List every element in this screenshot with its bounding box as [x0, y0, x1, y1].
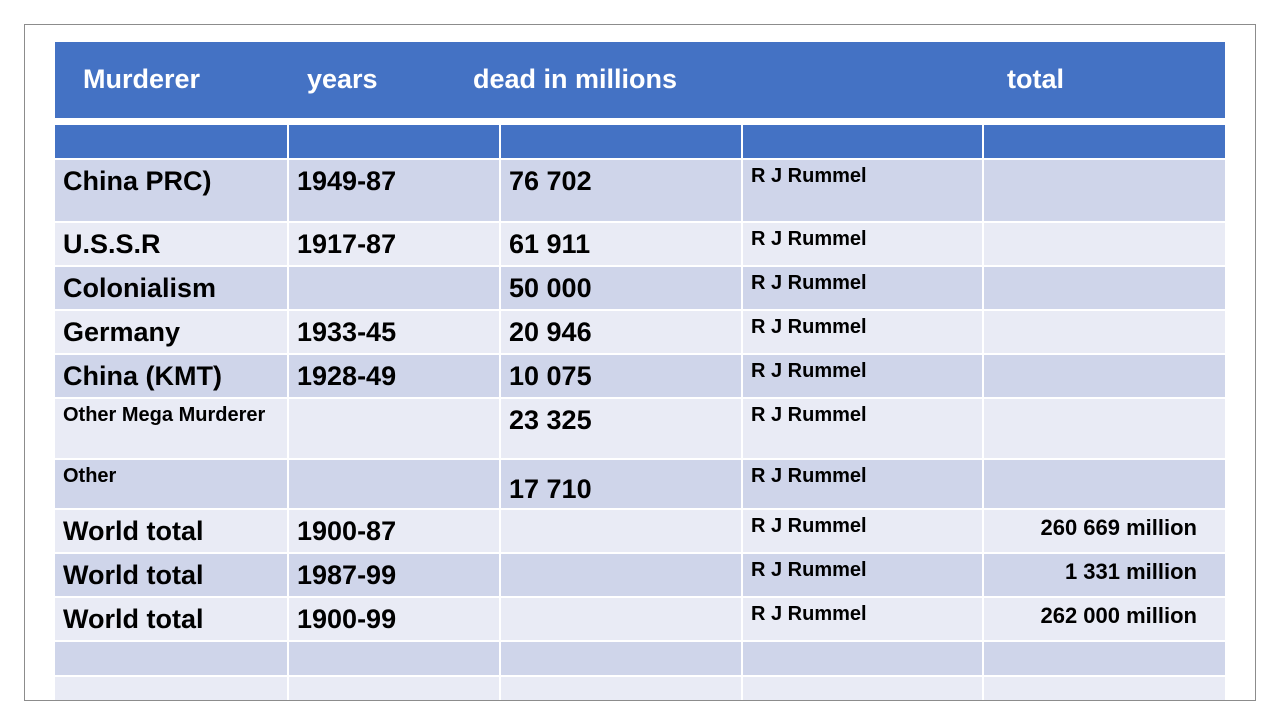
- cell-total: [982, 309, 1225, 354]
- cell-years: 1933-45: [287, 309, 500, 354]
- cell-years: 1900-99: [287, 596, 500, 641]
- table-row-blank: [55, 125, 1225, 159]
- cell-source: R J Rummel: [741, 552, 983, 597]
- cell-source: R J Rummel: [741, 158, 983, 222]
- cell-dead: 23 325: [499, 397, 742, 459]
- table-row-empty: [55, 675, 1225, 700]
- cell-dead: 50 000: [499, 265, 742, 310]
- cell-murderer: Other: [55, 458, 288, 509]
- cell-total: [982, 458, 1225, 509]
- cell-murderer: World total: [55, 508, 288, 553]
- cell-source: R J Rummel: [741, 309, 983, 354]
- cell-dead: 61 911: [499, 221, 742, 266]
- cell-years: [287, 458, 500, 509]
- cell-murderer: Other Mega Murderer: [55, 397, 288, 459]
- cell-total: [982, 221, 1225, 266]
- cell-source: R J Rummel: [741, 221, 983, 266]
- cell-total: [982, 353, 1225, 398]
- cell-murderer: Colonialism: [55, 265, 288, 310]
- header-total: total: [1007, 64, 1064, 94]
- cell-years: [287, 397, 500, 459]
- table-header: Murderer years dead in millions total: [55, 42, 1225, 118]
- table-row: World total 1987-99 R J Rummel 1 331 mil…: [55, 552, 1225, 597]
- cell-source: R J Rummel: [741, 596, 983, 641]
- table-row: China (KMT) 1928-49 10 075 R J Rummel: [55, 353, 1225, 398]
- cell-years: [287, 265, 500, 310]
- cell-total: 1 331 million: [982, 552, 1225, 597]
- cell-murderer: World total: [55, 596, 288, 641]
- cell-total: [982, 397, 1225, 459]
- cell-total: [982, 265, 1225, 310]
- cell-dead: [499, 596, 742, 641]
- cell-total: [982, 158, 1225, 222]
- cell-murderer: China (KMT): [55, 353, 288, 398]
- cell-murderer: U.S.S.R: [55, 221, 288, 266]
- cell-source: R J Rummel: [741, 353, 983, 398]
- header-dead-in-millions: dead in millions: [473, 64, 678, 94]
- cell-murderer: China PRC): [55, 158, 288, 222]
- cell-years: 1928-49: [287, 353, 500, 398]
- cell-dead: 20 946: [499, 309, 742, 354]
- cell-years: 1987-99: [287, 552, 500, 597]
- header-murderer: Murderer: [83, 64, 201, 94]
- cell-murderer: World total: [55, 552, 288, 597]
- table-row-empty: [55, 640, 1225, 676]
- table-row: Other Mega Murderer 23 325 R J Rummel: [55, 397, 1225, 459]
- cell-dead: [499, 552, 742, 597]
- cell-murderer: Germany: [55, 309, 288, 354]
- cell-years: 1900-87: [287, 508, 500, 553]
- table-row: Germany 1933-45 20 946 R J Rummel: [55, 309, 1225, 354]
- cell-years: 1949-87: [287, 158, 500, 222]
- cell-total: 262 000 million: [982, 596, 1225, 641]
- cell-dead: 10 075: [499, 353, 742, 398]
- table-row: World total 1900-87 R J Rummel 260 669 m…: [55, 508, 1225, 553]
- table-row: China PRC) 1949-87 76 702 R J Rummel: [55, 158, 1225, 222]
- cell-years: 1917-87: [287, 221, 500, 266]
- header-years: years: [307, 64, 378, 94]
- cell-dead: 17 710: [499, 458, 742, 509]
- data-table: China PRC) 1949-87 76 702 R J Rummel U.S…: [55, 125, 1225, 700]
- table-row: Other 17 710 R J Rummel: [55, 458, 1225, 509]
- cell-dead: 76 702: [499, 158, 742, 222]
- cell-dead: [499, 508, 742, 553]
- cell-source: R J Rummel: [741, 508, 983, 553]
- table-row: Colonialism 50 000 R J Rummel: [55, 265, 1225, 310]
- cell-source: R J Rummel: [741, 458, 983, 509]
- cell-total: 260 669 million: [982, 508, 1225, 553]
- cell-source: R J Rummel: [741, 397, 983, 459]
- table-row: U.S.S.R 1917-87 61 911 R J Rummel: [55, 221, 1225, 266]
- table-row: World total 1900-99 R J Rummel 262 000 m…: [55, 596, 1225, 641]
- cell-source: R J Rummel: [741, 265, 983, 310]
